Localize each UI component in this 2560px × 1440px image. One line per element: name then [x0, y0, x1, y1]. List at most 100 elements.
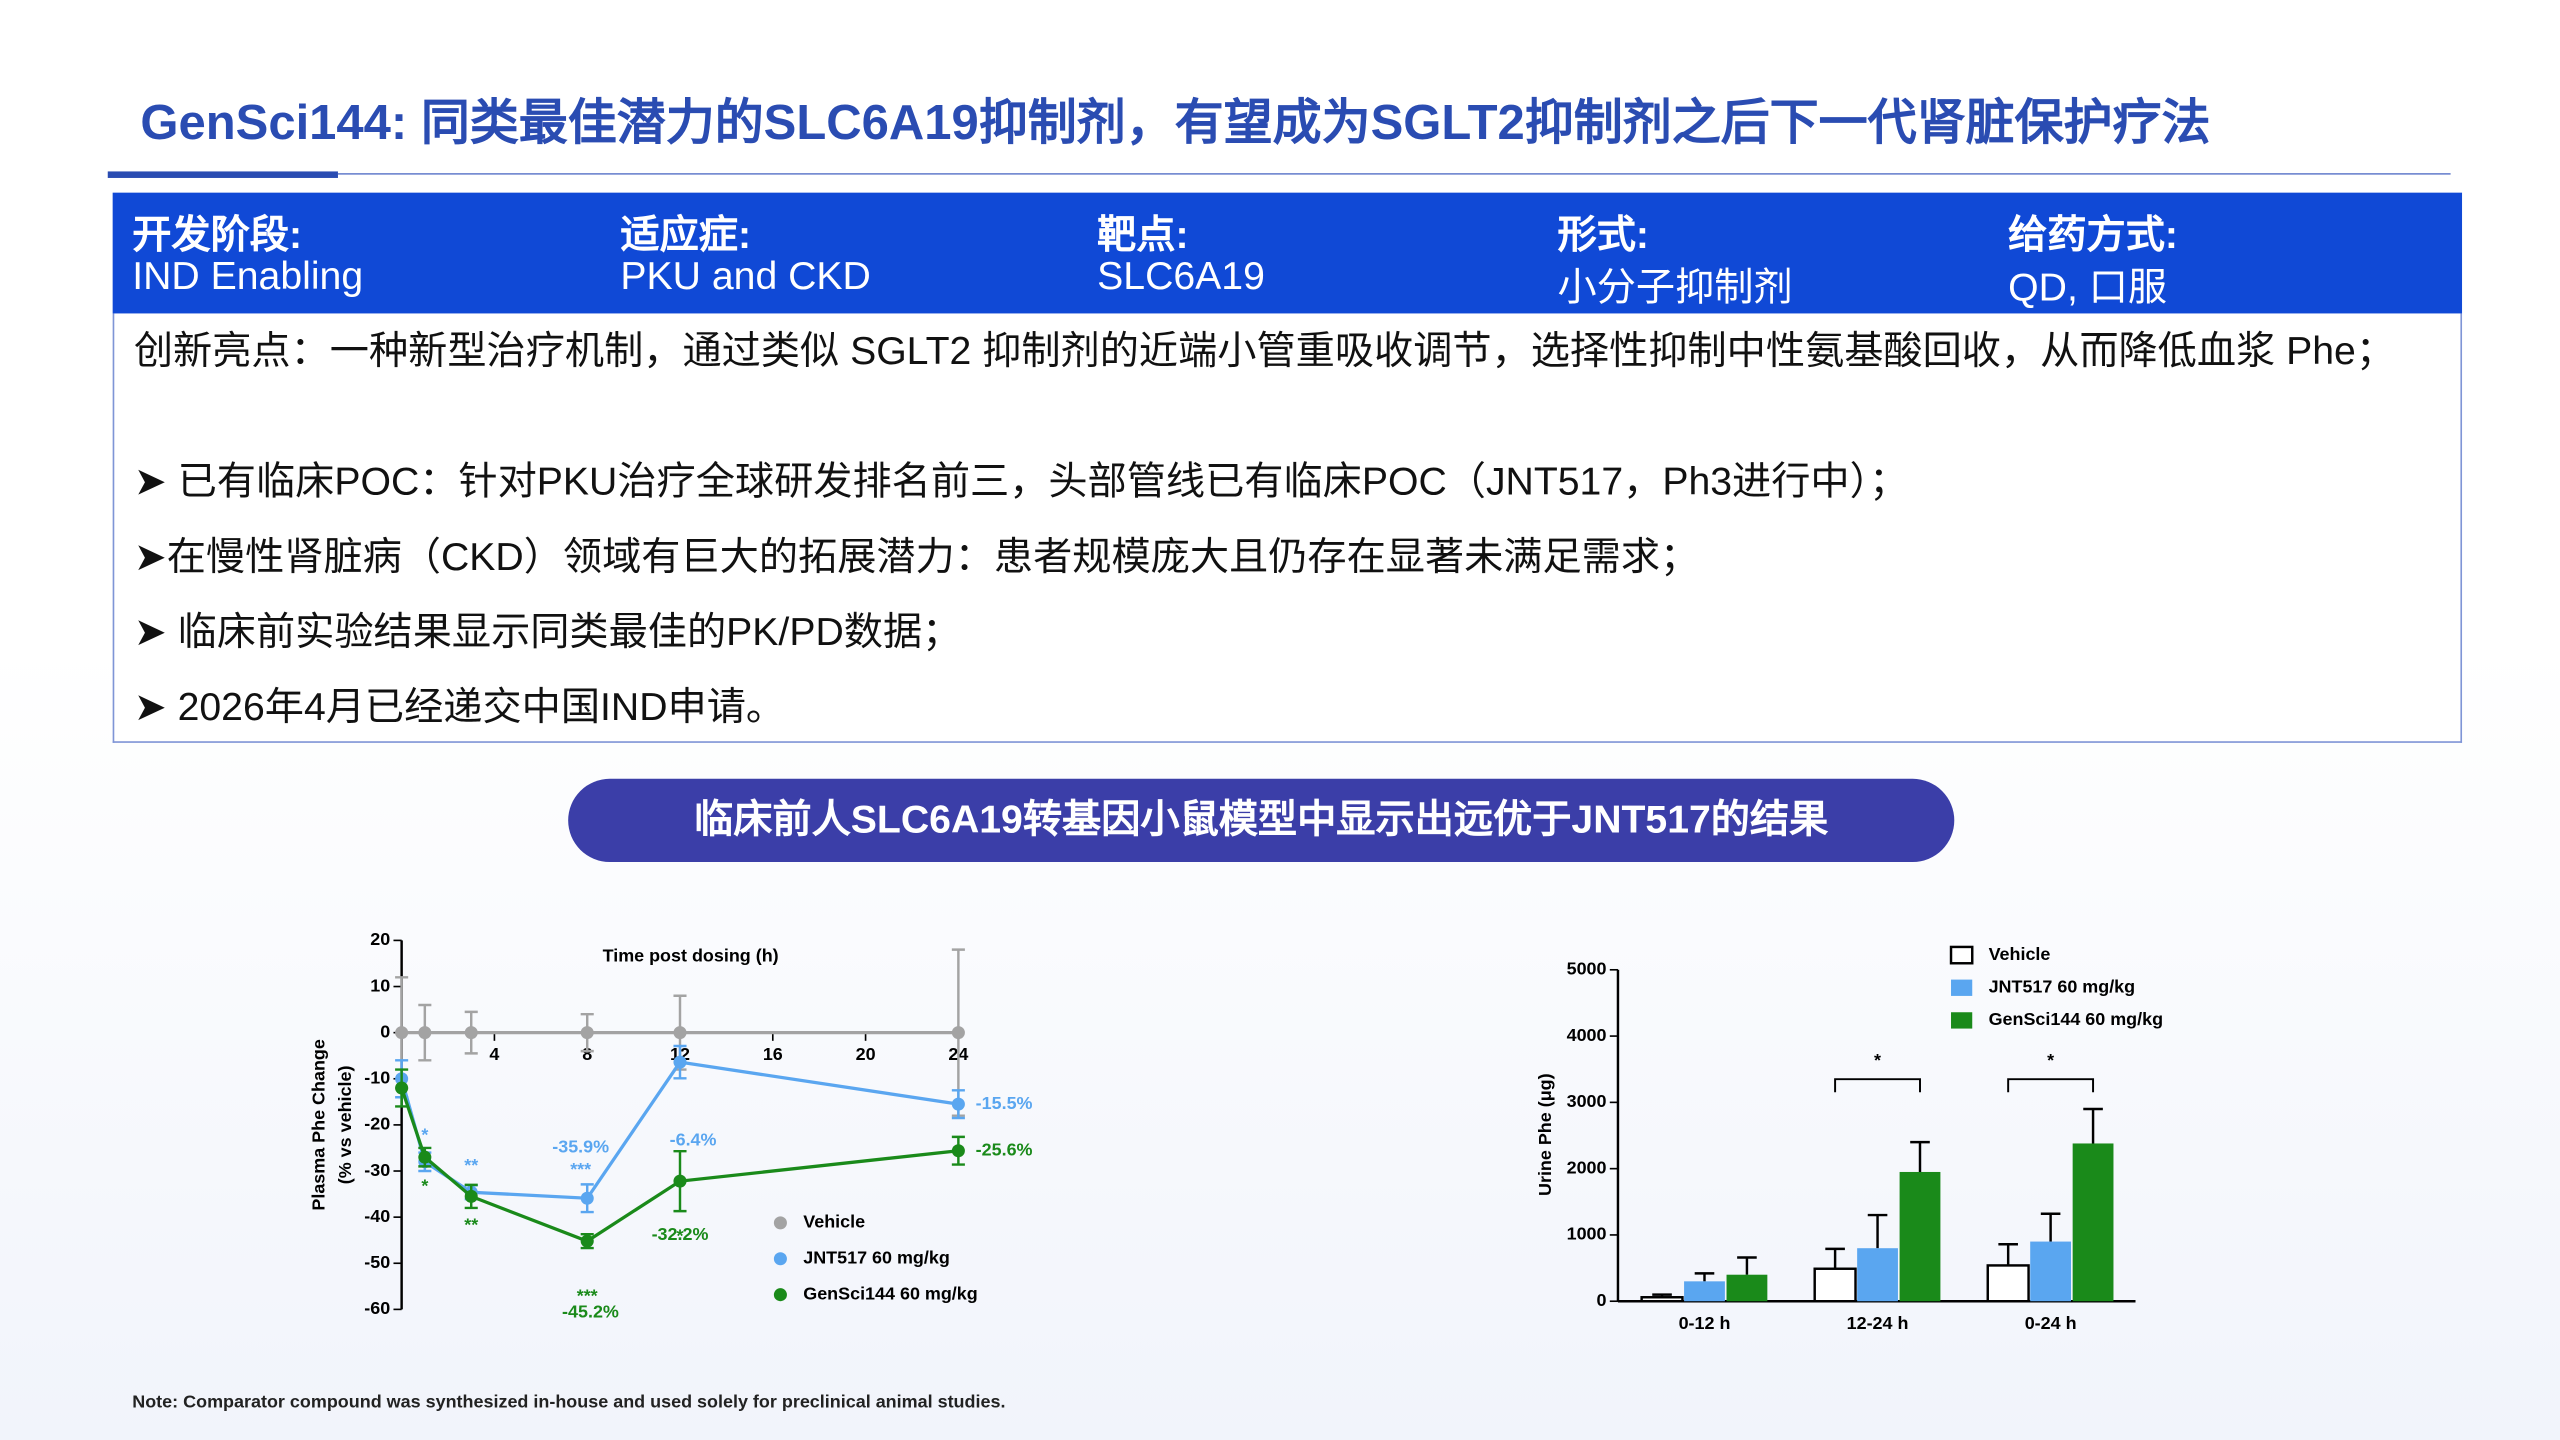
info-label: 形式: — [1557, 213, 1649, 258]
y-tick-label: 0 — [1597, 1290, 1607, 1310]
bar — [1684, 1281, 1725, 1302]
info-value: SLC6A19 — [1097, 254, 1265, 299]
significance: * — [421, 1175, 428, 1195]
data-label: -25.6% — [976, 1139, 1033, 1159]
legend-marker — [773, 1216, 787, 1230]
slide-title: GenSci144: 同类最佳潜力的SLC6A19抑制剂，有望成为SGLT2抑制… — [140, 96, 2211, 151]
x-tick-label: 16 — [763, 1044, 783, 1064]
data-point — [673, 1026, 687, 1040]
error-bar — [1694, 1272, 1715, 1282]
footnote: Note: Comparator compound was synthesize… — [132, 1392, 1006, 1413]
series-line — [400, 1087, 959, 1243]
highlight-line: 创新亮点：一种新型治疗机制，通过类似 SGLT2 抑制剂的近端小管重吸收调节，选… — [133, 329, 2396, 374]
y-tick-label: 4000 — [1567, 1025, 1607, 1045]
error-bar — [1737, 1256, 1757, 1275]
bar — [1857, 1248, 1898, 1302]
data-point — [395, 1026, 409, 1040]
error-bar — [2083, 1107, 2103, 1144]
error-bar — [1910, 1140, 1930, 1172]
legend-marker — [773, 1252, 787, 1266]
data-label: -6.4% — [670, 1129, 717, 1149]
info-label: 给药方式: — [2008, 213, 2178, 258]
bar — [1726, 1274, 1768, 1302]
title-rule — [337, 173, 2451, 175]
data-point — [951, 1026, 965, 1040]
data-point — [580, 1026, 594, 1040]
data-label: -35.9% — [552, 1136, 609, 1156]
info-value: IND Enabling — [132, 254, 364, 299]
highlight-line: ➤在慢性肾脏病（CKD）领域有巨大的拓展潜力：患者规模庞大且仍存在显著未满足需求… — [133, 535, 1700, 580]
info-label: 开发阶段: — [132, 213, 303, 258]
significance-bracket — [2007, 1078, 2095, 1093]
x-tick-label: 4 — [489, 1044, 499, 1064]
legend-label: Vehicle — [1989, 944, 2051, 964]
highlight-line: ➤ 临床前实验结果显示同类最佳的PK/PD数据； — [133, 610, 962, 655]
y-tick-label: -30 — [364, 1160, 390, 1180]
significance: * — [677, 1225, 684, 1245]
significance: *** — [577, 1285, 598, 1305]
data-point — [464, 1189, 478, 1203]
significance: *** — [570, 1159, 591, 1179]
significance: ** — [464, 1155, 478, 1175]
info-label: 靶点: — [1097, 213, 1189, 258]
legend-label: JNT517 60 mg/kg — [1989, 976, 2136, 996]
significance: * — [421, 1124, 428, 1144]
error-bar — [1867, 1213, 1888, 1249]
significance-bracket — [1834, 1078, 1921, 1093]
y-tick-label: -10 — [364, 1068, 390, 1088]
bar — [1986, 1264, 2030, 1303]
y-axis-label: Plasma Phe Change — [309, 1039, 329, 1210]
error-bar — [1825, 1247, 1845, 1269]
x-tick-label: 0-24 h — [2025, 1313, 2077, 1333]
y-tick-label: 5000 — [1567, 959, 1607, 979]
data-label: -32.2% — [652, 1224, 709, 1244]
legend-label: Vehicle — [803, 1212, 865, 1232]
y-tick-label: 20 — [370, 929, 390, 949]
x-tick-label: 20 — [856, 1044, 876, 1064]
x-tick-label: 8 — [582, 1044, 592, 1064]
y-tick-label: -60 — [364, 1298, 390, 1318]
data-point — [673, 1174, 687, 1188]
y-tick-label: 0 — [380, 1021, 390, 1041]
chart-title: Time post dosing (h) — [603, 945, 779, 965]
significance: * — [2047, 1050, 2054, 1070]
info-value: 小分子抑制剂 — [1557, 266, 1793, 311]
legend-label: GenSci144 60 mg/kg — [803, 1283, 977, 1303]
significance: * — [1874, 1050, 1881, 1070]
y-tick-label: 3000 — [1567, 1091, 1607, 1111]
y-axis-label: Urine Phe (μg) — [1535, 1073, 1555, 1196]
data-point — [395, 1081, 409, 1095]
highlight-line: ➤ 2026年4月已经递交中国IND申请。 — [133, 685, 786, 730]
bar — [1899, 1171, 1941, 1302]
y-tick-label: -50 — [364, 1252, 390, 1272]
data-point — [951, 1097, 965, 1111]
bar — [1813, 1267, 1857, 1303]
legend-swatch — [1951, 979, 1973, 996]
y-tick-label: 2000 — [1567, 1157, 1607, 1177]
significance: ** — [464, 1215, 478, 1235]
banner: 临床前人SLC6A19转基因小鼠模型中显示出远优于JNT517的结果 — [568, 778, 1955, 863]
title-underline — [107, 171, 338, 178]
legend-label: GenSci144 60 mg/kg — [1989, 1009, 2163, 1029]
error-bar — [1998, 1242, 2018, 1266]
y-axis-label: (% vs vehicle) — [335, 1066, 355, 1185]
info-value: PKU and CKD — [620, 254, 871, 299]
highlights-box: 创新亮点：一种新型治疗机制，通过类似 SGLT2 抑制剂的近端小管重吸收调节，选… — [112, 313, 2463, 743]
bar — [1640, 1296, 1684, 1303]
data-point — [464, 1026, 478, 1040]
data-point — [418, 1026, 432, 1040]
info-value: QD, 口服 — [2008, 266, 2168, 311]
data-label: -15.5% — [976, 1093, 1033, 1113]
y-tick-label: -20 — [364, 1114, 390, 1134]
y-tick-label: -40 — [364, 1206, 390, 1226]
error-bar — [2040, 1212, 2061, 1242]
y-tick-label: 10 — [370, 975, 390, 995]
data-point — [580, 1191, 594, 1205]
legend-swatch — [1949, 945, 1974, 965]
bar — [2030, 1241, 2072, 1302]
data-label: -45.2% — [562, 1302, 619, 1322]
